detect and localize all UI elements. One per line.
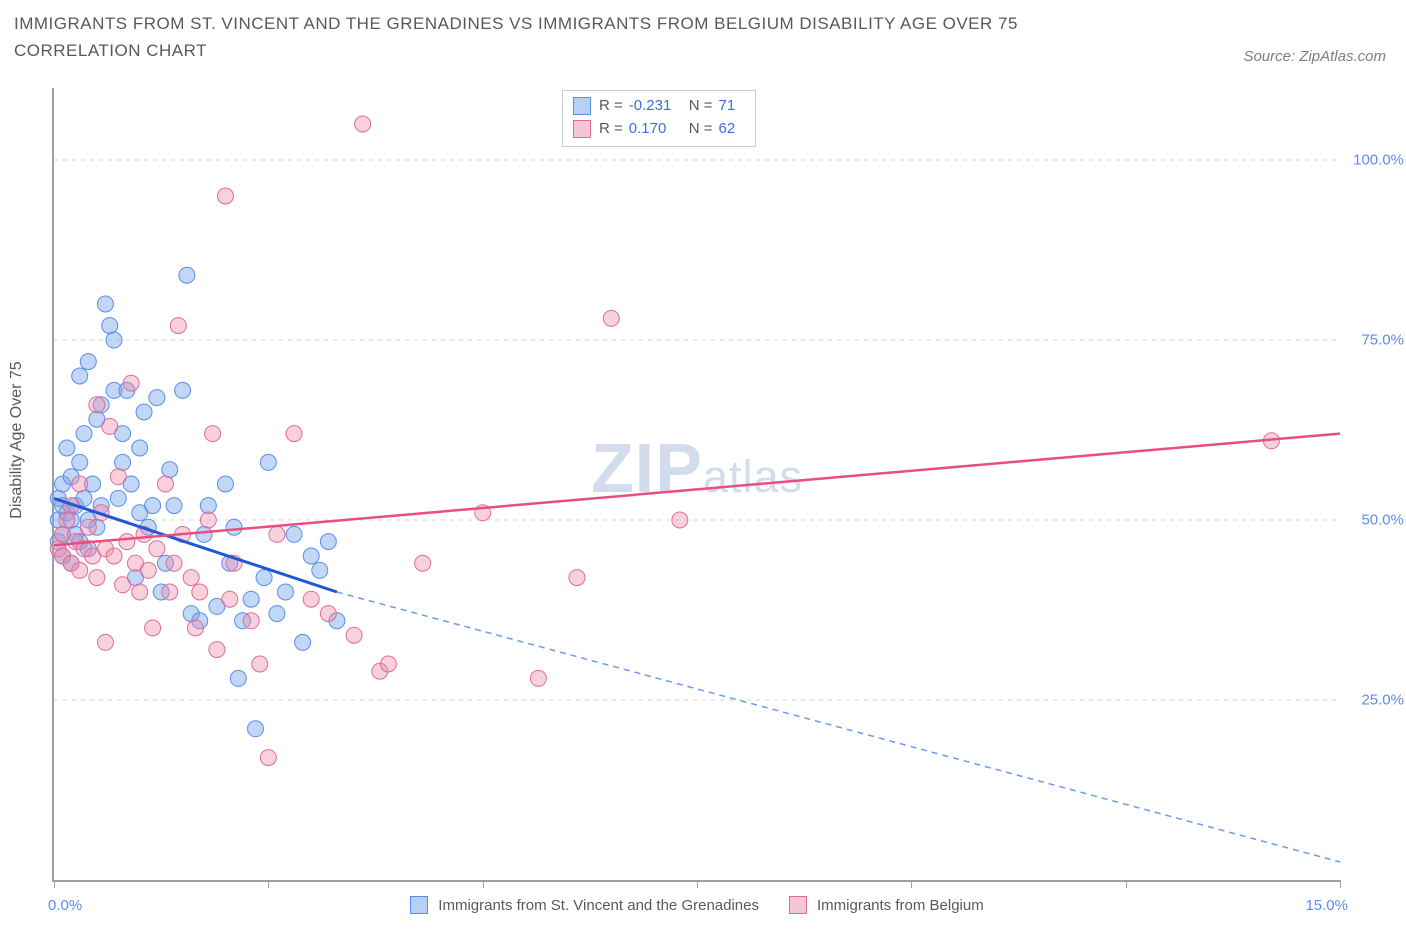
legend-swatch-icon: [573, 97, 591, 115]
y-grid-label: 75.0%: [1361, 332, 1404, 349]
n-value: 71: [719, 95, 745, 118]
bottom-legend-item: Immigrants from Belgium: [789, 896, 984, 914]
x-tick: [1126, 880, 1127, 888]
trendlines-layer: [54, 88, 1340, 880]
trend-line-extrapolated: [337, 592, 1340, 862]
n-label: N =: [689, 118, 713, 141]
chart-title: IMMIGRANTS FROM ST. VINCENT AND THE GREN…: [14, 10, 1114, 64]
x-tick: [1340, 880, 1341, 888]
r-label: R =: [599, 118, 623, 141]
legend-stats-row: R = 0.170 N = 62: [573, 118, 745, 141]
trend-line: [54, 498, 337, 592]
r-value: 0.170: [629, 118, 683, 141]
legend-series-name: Immigrants from Belgium: [817, 897, 984, 914]
legend-swatch-icon: [789, 896, 807, 914]
trend-line: [54, 434, 1340, 546]
r-value: -0.231: [629, 95, 683, 118]
legend-stats-row: R = -0.231 N = 71: [573, 95, 745, 118]
x-tick: [54, 880, 55, 888]
x-tick: [483, 880, 484, 888]
legend-swatch-icon: [410, 896, 428, 914]
y-axis-title: Disability Age Over 75: [8, 361, 26, 518]
n-value: 62: [719, 118, 745, 141]
legend-series-name: Immigrants from St. Vincent and the Gren…: [438, 897, 759, 914]
r-label: R =: [599, 95, 623, 118]
bottom-legend: Immigrants from St. Vincent and the Gren…: [54, 896, 1340, 914]
legend-swatch-icon: [573, 120, 591, 138]
y-grid-label: 50.0%: [1361, 512, 1404, 529]
plot-area: ZIPatlas R =-0.231N =71R =0.170N =62 25.…: [52, 88, 1340, 882]
x-tick: [268, 880, 269, 888]
bottom-legend-item: Immigrants from St. Vincent and the Gren…: [410, 896, 759, 914]
legend-stats-box: R = -0.231 N = 71 R = 0.170 N = 62: [562, 90, 756, 147]
x-tick: [911, 880, 912, 888]
x-tick: [697, 880, 698, 888]
y-grid-label: 100.0%: [1353, 152, 1404, 169]
n-label: N =: [689, 95, 713, 118]
source-label: Source: ZipAtlas.com: [1243, 48, 1386, 65]
y-grid-label: 25.0%: [1361, 692, 1404, 709]
